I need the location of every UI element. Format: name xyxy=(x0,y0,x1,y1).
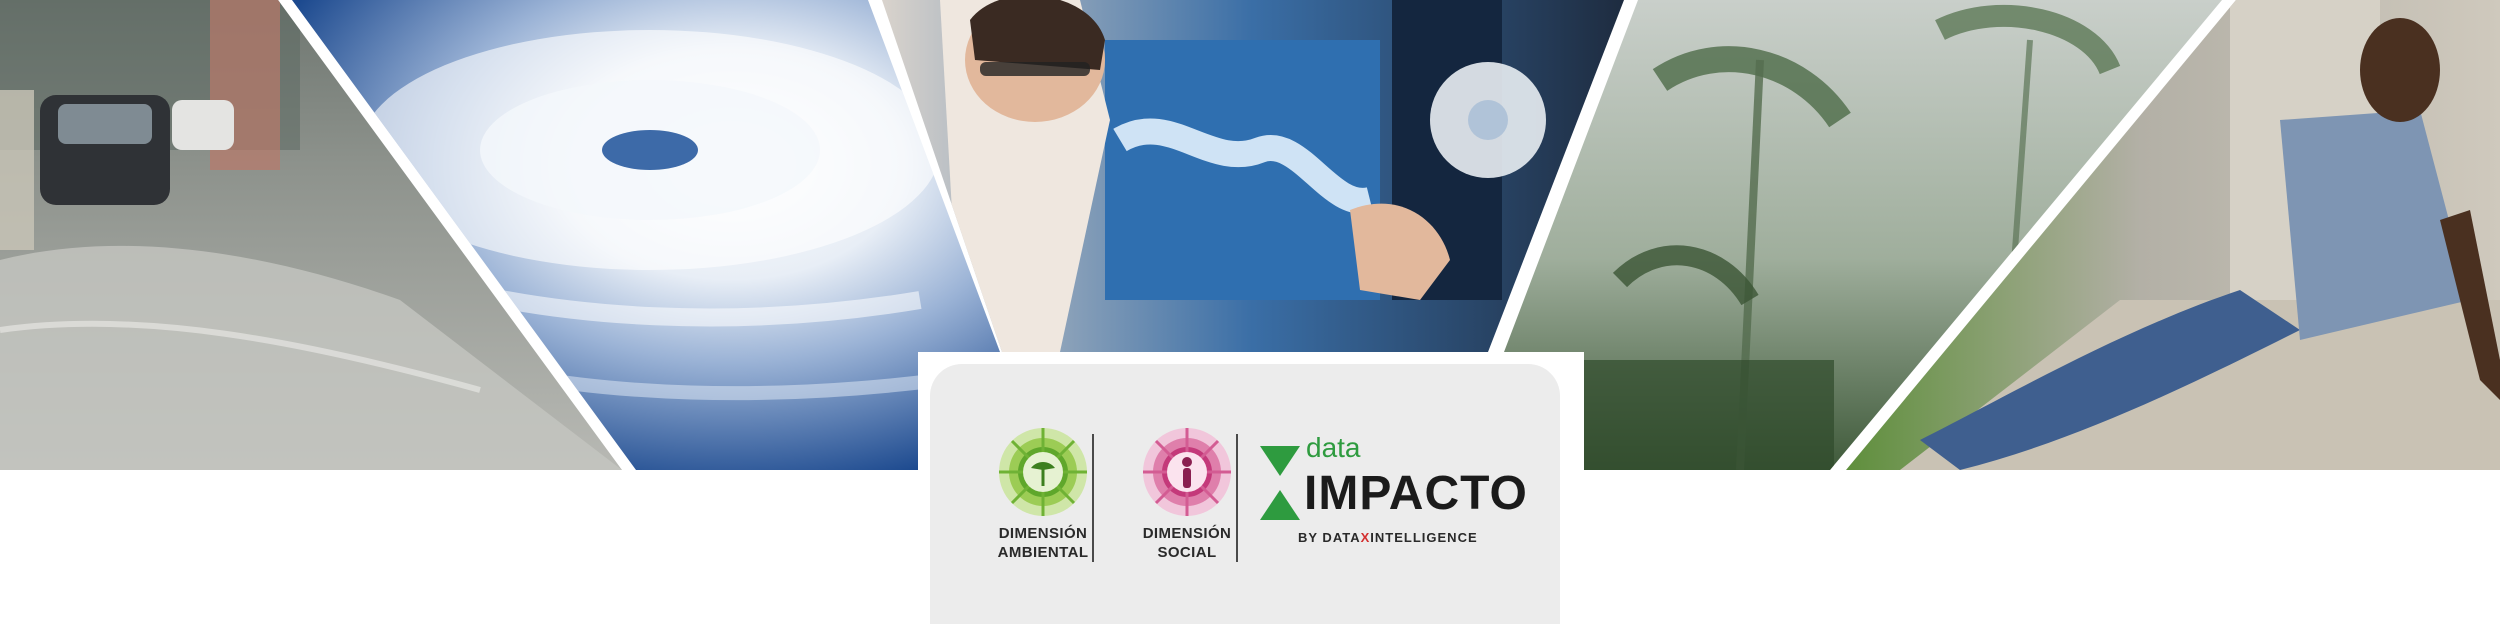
brand-small-text: data xyxy=(1306,432,1361,463)
logo-divider xyxy=(1236,434,1238,562)
flooded-street-photo xyxy=(0,0,622,470)
brand-main-text: IMPACTO xyxy=(1304,467,1528,520)
byline-suffix: INTELLIGENCE xyxy=(1370,530,1478,545)
photo-strip xyxy=(0,0,2500,470)
person-emblem-icon xyxy=(1143,428,1231,516)
analyst-monitoring-photo xyxy=(882,0,1624,352)
dimension-ambiental-logo: DIMENSIÓN AMBIENTAL xyxy=(978,426,1108,562)
dimension-ambiental-label: DIMENSIÓN AMBIENTAL xyxy=(997,525,1089,561)
data-impacto-logo: data IMPACTO BY DATAXINTELLIGENCE xyxy=(1260,432,1560,556)
hurricane-satellite-photo xyxy=(292,0,1000,470)
byline-prefix: BY DATA xyxy=(1298,530,1361,545)
leaf-emblem-icon xyxy=(999,428,1087,516)
logo-divider xyxy=(1092,434,1094,562)
hourglass-mark-icon xyxy=(1260,446,1300,520)
byline-x-mark: X xyxy=(1360,530,1371,545)
dimension-social-logo: DIMENSIÓN SOCIAL xyxy=(1122,426,1252,562)
displaced-person-photo xyxy=(1846,0,2500,470)
logo-card: DIMENSIÓN AMBIENTAL DIMENSIÓN SOCIAL xyxy=(918,352,1572,624)
dimension-social-label: DIMENSIÓN SOCIAL xyxy=(1142,525,1232,561)
brand-byline: BY DATAXINTELLIGENCE xyxy=(1298,530,1478,545)
